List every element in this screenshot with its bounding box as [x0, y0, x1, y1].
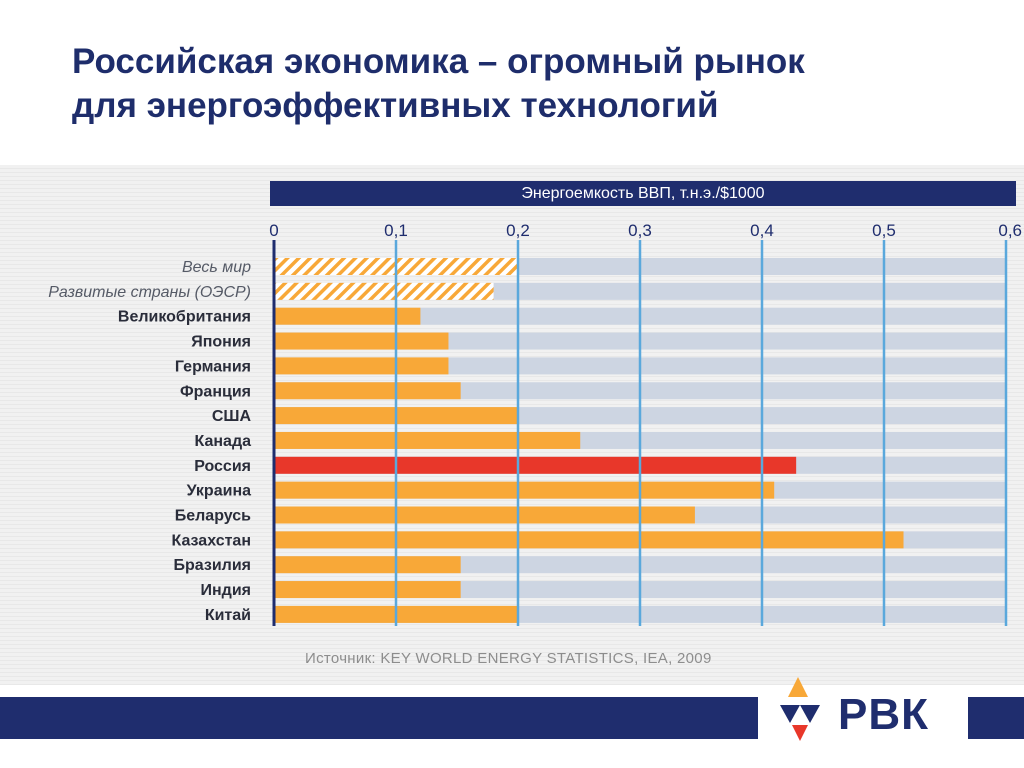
gridlines	[272, 240, 1008, 626]
tick-label: 0,2	[506, 221, 530, 240]
bar	[274, 456, 797, 474]
category-label: Франция	[180, 383, 251, 400]
category-label: Великобритания	[118, 309, 251, 326]
bar	[274, 506, 695, 524]
bar	[274, 357, 449, 375]
bar	[274, 282, 494, 300]
tick-label: 0,4	[750, 221, 774, 240]
footer-band-left	[0, 697, 758, 739]
category-label: Россия	[194, 458, 251, 475]
bars	[274, 258, 904, 623]
tick-label: 0,3	[628, 221, 652, 240]
bar	[274, 431, 581, 449]
bar	[274, 382, 461, 400]
chart-title: Энергоемкость ВВП, т.н.э./$1000	[270, 181, 1016, 206]
bar	[274, 581, 461, 599]
chart-panel	[0, 165, 1024, 685]
category-label: Германия	[175, 358, 251, 375]
bar	[274, 481, 775, 499]
category-labels: Весь мир Развитые страны (ОЭСР) Великобрит…	[48, 259, 251, 624]
category-label: Индия	[201, 582, 252, 599]
category-label: Япония	[191, 334, 251, 351]
tick-label: 0,1	[384, 221, 408, 240]
axis-ticks: 0 0,1 0,2 0,3 0,4 0,5 0,6	[269, 221, 1022, 240]
tick-label: 0,5	[872, 221, 896, 240]
bar	[274, 556, 461, 574]
rvk-logo-icon	[780, 677, 820, 741]
bar	[274, 531, 904, 549]
category-label: Весь мир	[182, 259, 251, 276]
bar	[274, 307, 421, 325]
bar	[274, 332, 449, 350]
category-label: Казахстан	[172, 532, 252, 549]
category-label: США	[212, 408, 252, 425]
logo-text: РВК	[838, 690, 929, 739]
slide-title: Российская экономика – огромный рынок дл…	[72, 40, 972, 128]
category-label: Китай	[205, 607, 251, 624]
tick-label: 0	[269, 221, 278, 240]
slide-title-line2: для энергоэффективных технологий	[72, 86, 719, 125]
slide-title-line1: Российская экономика – огромный рынок	[72, 42, 805, 81]
category-label: Развитые страны (ОЭСР)	[48, 284, 251, 301]
tick-label: 0,6	[998, 221, 1022, 240]
category-label: Бразилия	[174, 557, 252, 574]
footer-band-right	[968, 697, 1024, 739]
category-label: Украина	[187, 483, 252, 500]
category-label: Канада	[195, 433, 252, 450]
source-note: Источник: KEY WORLD ENERGY STATISTICS, I…	[305, 650, 712, 667]
category-label: Беларусь	[175, 508, 251, 525]
